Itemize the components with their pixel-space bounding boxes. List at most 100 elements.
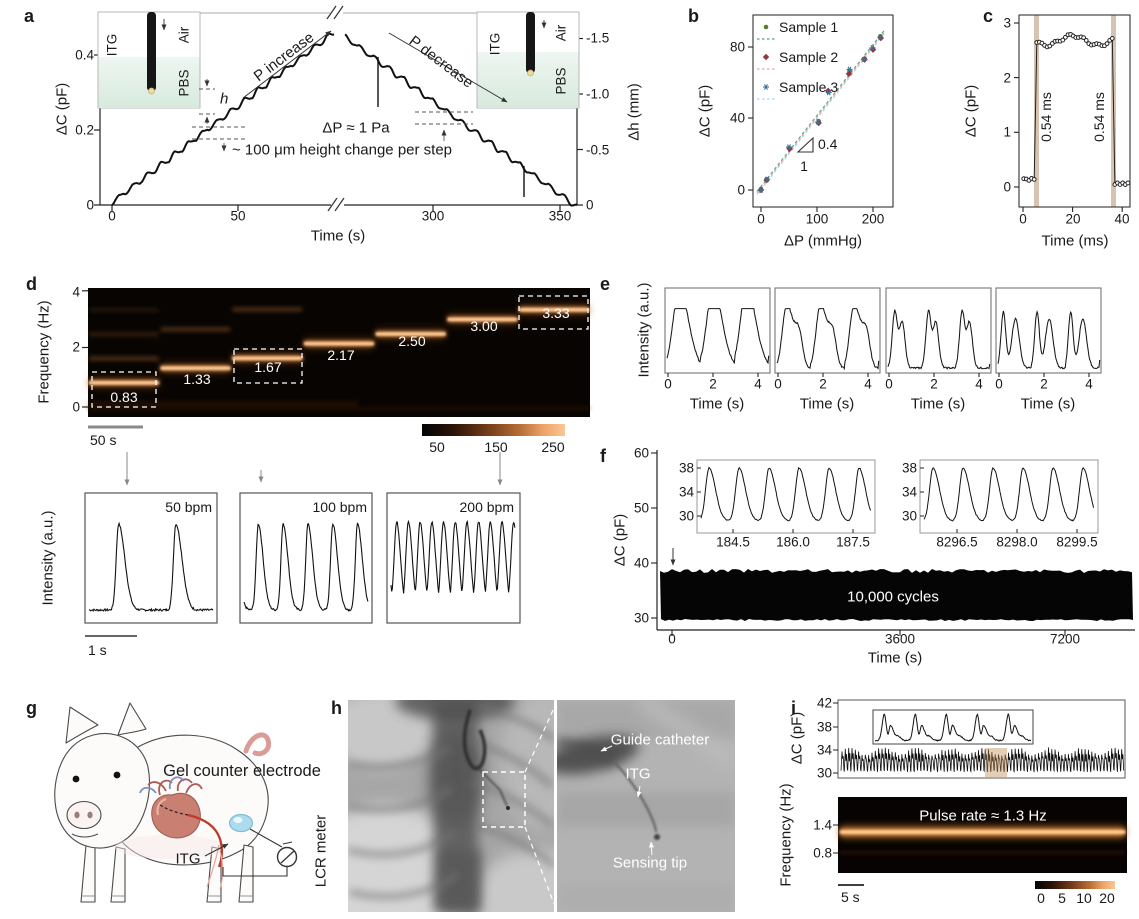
- panels-c-ylabel: ΔC (pF): [962, 84, 980, 138]
- panels-d-colorbar_ticks-1: 150: [484, 439, 508, 455]
- panels-d-ylabel: Frequency (Hz): [35, 300, 53, 404]
- panels-i-yticks_top-0: 30: [816, 765, 832, 781]
- panels-e-xticks-2: 4: [1085, 376, 1093, 392]
- panels-d-trace_scalebar: 1 s: [88, 642, 107, 658]
- panels-d-trace_labels-0: 50 bpm: [165, 499, 212, 515]
- panels-f-xlabel: Time (s): [867, 649, 923, 667]
- panel-c: [1014, 14, 1131, 212]
- chart_data-3-y_ticks-0: 0: [72, 399, 80, 415]
- panels-g-device_label: ITG: [175, 850, 201, 868]
- panels-f-inset2-xticks-2: 8299.5: [1056, 534, 1098, 550]
- panels-a-xlabel: Time (s): [310, 227, 366, 245]
- chart_data-1-x_ticks-2: 200: [861, 211, 885, 227]
- chart_data-0-y_right_ticks-2: -0.5: [586, 142, 610, 158]
- panels-c-xlabel: Time (ms): [1041, 232, 1109, 250]
- panels-f-label: f: [600, 446, 606, 466]
- panels-i-annotation: Pulse rate ≈ 1.3 Hz: [919, 807, 1047, 825]
- panels-b-legend-0: Sample 1: [779, 19, 839, 35]
- panels-i-ylabel_bottom: Frequency (Hz): [777, 783, 795, 887]
- chart_data-0-x_ticks-1: 50: [230, 208, 246, 224]
- panel-h-xray-zoom: [557, 700, 735, 912]
- panels-a-annotations-step_note: ~ 100 μm height change per step: [231, 141, 453, 159]
- panels-g-label: g: [26, 698, 37, 718]
- panels-d-freq_labels-1: 1.33: [183, 371, 211, 387]
- panels-d-colorbar_ticks-2: 250: [541, 439, 565, 455]
- panels-e-xticks-0: 0: [885, 376, 893, 392]
- chart_data-0-x_ticks-0: 0: [108, 208, 116, 224]
- panels-e-xticks-0: 0: [774, 376, 782, 392]
- panels-e-xticks-0: 0: [664, 376, 672, 392]
- panels-g-electrode_label: Gel counter electrode: [163, 761, 321, 780]
- panels-b-slope_run: 1: [800, 158, 808, 174]
- chart_data-0-y_left_ticks-1: 0.2: [75, 122, 94, 138]
- chart_data-1-y_ticks-1: 40: [729, 110, 745, 126]
- panels-b-xlabel: ΔP (mmHg): [783, 232, 863, 250]
- panels-f-inset1-yticks-2: 38: [678, 460, 694, 476]
- panels-f-yticks-1: 40: [633, 555, 649, 571]
- chart_data-0-y_right_ticks-0: -1.5: [586, 30, 610, 46]
- panels-i-colorbar_ticks-0: 0: [1037, 890, 1045, 906]
- chart_data-2-y_ticks-0: 0: [1003, 179, 1011, 195]
- panels-i-yticks_top-2: 38: [816, 719, 832, 735]
- panels-d-freq_labels-2: 1.67: [254, 359, 282, 375]
- panels-d-trace_labels-2: 200 bpm: [459, 499, 514, 515]
- panels-f-xticks-0: 0: [668, 631, 676, 647]
- chart_data-1-y_ticks-0: 0: [737, 182, 745, 198]
- panels-d-freq_labels-6: 3.33: [542, 305, 570, 321]
- panels-i-yticks_top-1: 34: [816, 742, 832, 758]
- panels-f-xticks-1: 3600: [884, 631, 916, 647]
- chart_data-1-x_ticks-0: 0: [757, 211, 765, 227]
- panels-f-inset1-yticks-0: 30: [678, 508, 694, 524]
- panels-f-yticks-3: 60: [633, 445, 649, 461]
- panels-f-inset1-xticks-2: 187.5: [836, 534, 870, 550]
- panels-i-ylabel_top: ΔC (pF): [788, 711, 806, 765]
- panels-a-inset_left-device: ITG: [104, 33, 120, 57]
- chart_data-0-x_ticks-3: 350: [548, 208, 572, 224]
- chart_data-2-x_ticks-1: 20: [1065, 211, 1081, 227]
- panel-a: [94, 5, 583, 212]
- panels-c-fall_label: 0.54 ms: [1091, 92, 1107, 142]
- panel-d: [82, 288, 590, 637]
- panels-d-label: d: [26, 274, 37, 294]
- panels-f-ylabel: ΔC (pF): [611, 513, 629, 567]
- panels-a-inset_right-bottom_medium: PBS: [553, 67, 569, 95]
- panel-g: [54, 702, 298, 903]
- panels-d-freq_labels-0: 0.83: [110, 389, 138, 405]
- panels-a-inset_right-device: ITG: [487, 32, 503, 56]
- panels-f-inset1-yticks-1: 34: [678, 484, 694, 500]
- panels-f-yticks-2: 50: [633, 500, 649, 516]
- panels-a-annotations-h_marker: h: [220, 90, 229, 108]
- chart_data-0-y_left_ticks-0: 0: [86, 197, 94, 213]
- panels-f-inset2-xticks-0: 8296.5: [936, 534, 978, 550]
- panel-h-overlay: [482, 707, 555, 905]
- panels-f-inset2-yticks-2: 38: [901, 460, 917, 476]
- panels-d-freq_labels-3: 2.17: [327, 347, 355, 363]
- chart_data-0-x_ticks-2: 300: [421, 208, 445, 224]
- panels-g-meter_label: LCR meter: [312, 814, 330, 888]
- panels-d-colorbar_ticks-0: 50: [429, 439, 445, 455]
- panels-i-yticks_bottom-0: 0.8: [813, 845, 832, 861]
- panels-f-inset2-yticks-0: 30: [901, 508, 917, 524]
- panels-e-xticks-2: 4: [864, 376, 872, 392]
- panels-e-xlabel: Time (s): [689, 395, 745, 413]
- panels-a-ylabel_right: Δh (mm): [625, 83, 643, 141]
- panels-h-device_label: ITG: [625, 765, 651, 783]
- panels-c-label: c: [983, 6, 994, 26]
- panels-e-xticks-2: 4: [975, 376, 983, 392]
- panels-b-legend-2: Sample 3: [779, 79, 839, 95]
- panels-e-xticks-1: 2: [1040, 376, 1048, 392]
- panels-i-colorbar_ticks-1: 5: [1058, 890, 1066, 906]
- panels-i-label: i: [791, 698, 797, 718]
- chart_data-0-y_left_ticks-2: 0.4: [75, 47, 94, 63]
- panels-e-xticks-1: 2: [819, 376, 827, 392]
- panels-e-ylabel: Intensity (a.u.): [635, 282, 653, 378]
- panels-a-ylabel_left: ΔC (pF): [53, 82, 71, 136]
- panels-d-trace_labels-1: 100 bpm: [312, 499, 367, 515]
- panels-f-inset1-xticks-1: 186.0: [776, 534, 810, 550]
- panels-e-xticks-1: 2: [930, 376, 938, 392]
- panels-a-annotations-delta_p: ΔP ≈ 1 Pa: [322, 119, 390, 137]
- panels-a-inset_right-top_medium: Air: [553, 24, 569, 42]
- panel-i: [833, 699, 1127, 889]
- chart_data-1-y_ticks-2: 80: [729, 39, 745, 55]
